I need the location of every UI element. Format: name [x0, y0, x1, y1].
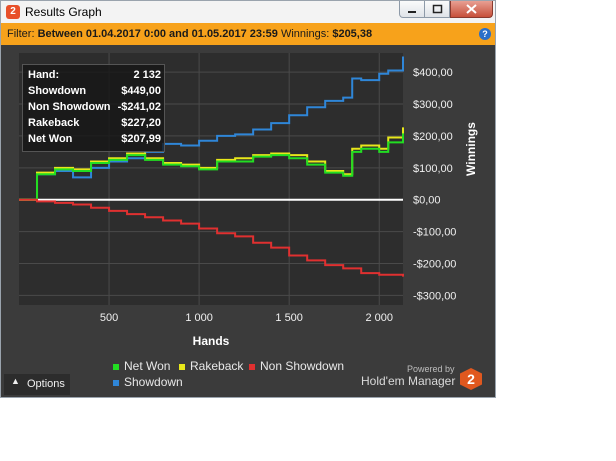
legend-net-won[interactable]: Net Won — [113, 359, 170, 373]
options-button[interactable]: ▲ Options — [4, 374, 70, 395]
legend-swatch — [179, 363, 185, 370]
series-line-non-showdown — [19, 198, 404, 277]
powered-by-text: Powered by — [407, 364, 455, 374]
y-tick-label: $100,00 — [413, 163, 453, 175]
y-tick-label: -$100,00 — [413, 227, 456, 239]
y-tick-label: $0,00 — [413, 195, 441, 207]
stat-row-net-won: Net Won $207,99 — [28, 133, 161, 150]
y-tick-label: $300,00 — [413, 99, 453, 111]
brand-name: Hold'em Manager — [361, 374, 456, 388]
filter-bar: Filter: Between 01.04.2017 0:00 and 01.0… — [1, 23, 495, 45]
x-tick-label: 1 500 — [275, 312, 303, 324]
y-tick-label: $400,00 — [413, 67, 453, 79]
stat-label: Showdown — [28, 85, 87, 97]
y-tick-label: -$300,00 — [413, 290, 456, 302]
x-tick-label: 1 000 — [185, 312, 213, 324]
minimize-button[interactable] — [399, 1, 425, 18]
stat-value: 2 132 — [133, 69, 161, 81]
chevron-up-icon: ▲ — [11, 376, 20, 386]
winnings-value: $205,38 — [332, 28, 373, 40]
y-tick-label: $200,00 — [413, 131, 453, 143]
filter-label: Filter: — [7, 28, 35, 40]
legend-swatch — [113, 363, 119, 370]
legend-label: Showdown — [124, 375, 183, 389]
help-icon[interactable]: ? — [479, 28, 491, 40]
maximize-icon — [432, 4, 443, 14]
filter-range: Between 01.04.2017 0:00 and 01.05.2017 2… — [37, 28, 278, 40]
options-label: Options — [27, 378, 65, 390]
y-axis-title: Winnings — [464, 122, 478, 176]
stat-row-rakeback: Rakeback $227,20 — [28, 117, 161, 134]
hm2-logo-icon: 2 — [460, 368, 482, 390]
maximize-button[interactable] — [424, 1, 450, 18]
legend-label: Net Won — [124, 359, 171, 373]
legend-label: Rakeback — [190, 359, 244, 373]
y-tick-label: -$200,00 — [413, 259, 456, 271]
stat-value: $227,20 — [121, 117, 161, 129]
window-title: Results Graph — [25, 5, 102, 19]
stat-row-non-showdown: Non Showdown -$241,02 — [28, 101, 161, 118]
x-tick-label: 2 000 — [365, 312, 393, 324]
stat-label: Net Won — [28, 133, 73, 145]
x-axis-title: Hands — [193, 334, 230, 348]
legend-rakeback[interactable]: Rakeback — [179, 359, 243, 373]
stat-label: Non Showdown — [28, 101, 111, 113]
close-icon — [466, 4, 477, 14]
stat-value: -$241,02 — [117, 101, 161, 113]
x-tick-label: 500 — [100, 312, 118, 324]
stat-value: $207,99 — [121, 133, 161, 145]
legend-non-showdown[interactable]: Non Showdown — [249, 359, 344, 373]
legend-swatch — [249, 363, 255, 370]
stat-row-hand: Hand: 2 132 — [28, 69, 161, 86]
filter-text: Filter: Between 01.04.2017 0:00 and 01.0… — [7, 28, 372, 40]
stat-row-showdown: Showdown $449,00 — [28, 85, 161, 102]
winnings-label: Winnings: — [280, 28, 330, 40]
legend-swatch — [113, 379, 119, 386]
results-chart: $400,00 $300,00 $200,00 $100,00 $0,00 -$100,0… — [19, 53, 478, 348]
legend-showdown[interactable]: Showdown — [113, 375, 183, 389]
close-button[interactable] — [450, 1, 493, 18]
series-line-net-won — [19, 133, 404, 201]
app-logo-icon: 2 — [6, 5, 20, 19]
title-bar: 2 Results Graph — [1, 1, 495, 23]
stat-value: $449,00 — [121, 85, 161, 97]
stats-box: Hand: 2 132 Showdown $449,00 Non Showdow… — [22, 64, 165, 152]
stat-label: Rakeback — [28, 117, 80, 129]
stat-label: Hand: — [28, 69, 60, 81]
legend-label: Non Showdown — [260, 359, 345, 373]
results-graph-window: 2 Results Graph Filter: Between 01.04.20… — [0, 0, 496, 398]
minimize-icon — [408, 11, 416, 13]
